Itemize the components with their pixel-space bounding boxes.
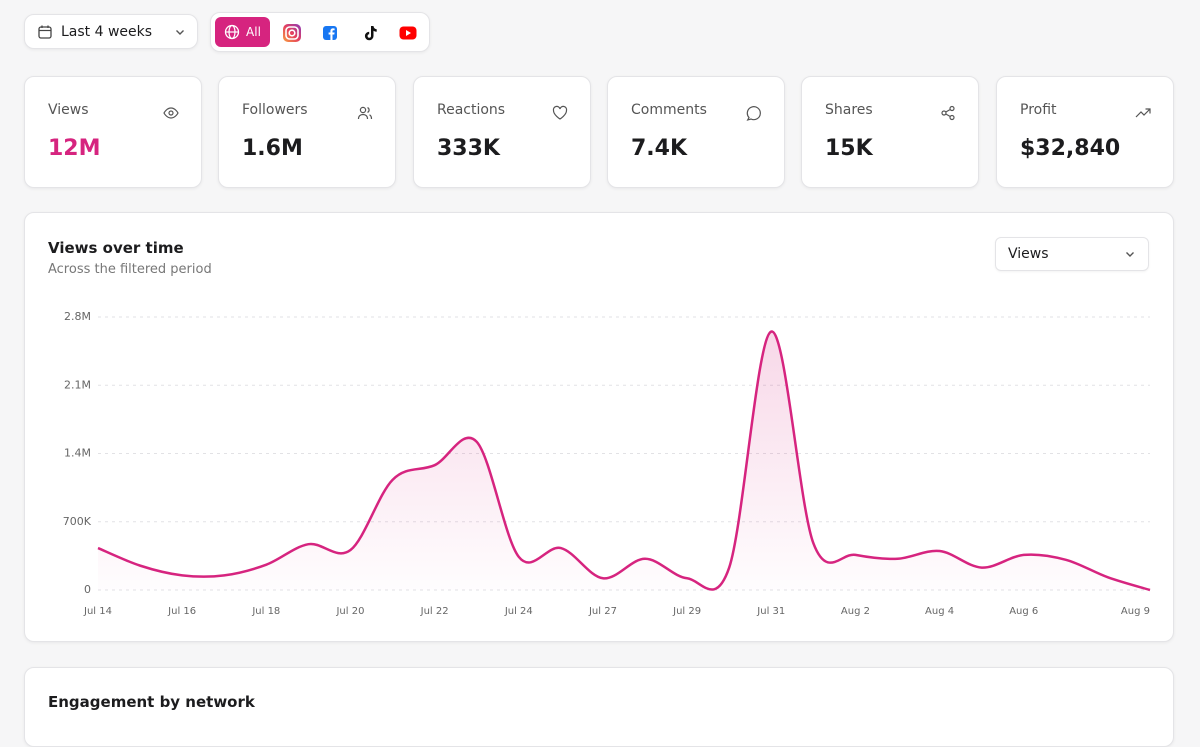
- stat-label: Reactions: [437, 102, 506, 118]
- stat-card: Followers 1.6M: [218, 76, 396, 188]
- trend-icon: [1135, 108, 1151, 118]
- comment-icon: [746, 106, 761, 121]
- date-range-label: Last 4 weeks: [61, 23, 153, 40]
- filter-all[interactable]: All: [215, 17, 270, 47]
- chart: 0 700K 1.4M 2.1M 2.8M Jul 14 Jul 16 Jul 18 Jul 2…: [63, 310, 1151, 617]
- chart-title: Views over time: [48, 239, 184, 257]
- y-tick-label: 700K: [63, 515, 92, 528]
- x-tick-label: Jul 31: [756, 606, 785, 617]
- stat-card: Views 12M: [24, 76, 202, 188]
- globe-icon: [224, 24, 240, 40]
- stat-value: 7.4K: [631, 136, 688, 161]
- calendar-icon: [38, 25, 52, 39]
- metric-select[interactable]: Views: [995, 237, 1149, 271]
- stat-card: Reactions 333K: [413, 76, 591, 188]
- x-tick-label: Jul 24: [504, 606, 533, 617]
- x-tick-label: Jul 18: [251, 606, 280, 617]
- card-title: Engagement by network: [48, 693, 255, 711]
- x-tick-label: Aug 9: [1121, 606, 1150, 617]
- eye-icon: [163, 107, 179, 119]
- instagram-filter[interactable]: [282, 23, 302, 43]
- stat-label: Followers: [242, 102, 308, 118]
- users-icon: [357, 106, 373, 120]
- x-tick-label: Aug 6: [1009, 606, 1038, 617]
- x-tick-label: Jul 16: [167, 606, 196, 617]
- stat-label: Shares: [825, 102, 873, 118]
- stat-value: 333K: [437, 136, 500, 161]
- stat-label: Comments: [631, 102, 707, 118]
- heart-icon: [552, 105, 568, 120]
- chevron: [176, 29, 185, 35]
- y-tick-label: 2.8M: [64, 310, 91, 323]
- stat-value: 15K: [825, 136, 873, 161]
- stat-value: 1.6M: [242, 136, 303, 161]
- stat-card: Profit $32,840: [996, 76, 1174, 188]
- x-tick-label: Jul 22: [420, 606, 449, 617]
- stat-label: Views: [48, 102, 89, 118]
- page: Last 4 weeks All Views 12M Followers 1.6…: [24, 12, 1174, 747]
- x-tick-label: Aug 2: [841, 606, 870, 617]
- x-tick-label: Aug 4: [925, 606, 954, 617]
- network-filter: All: [210, 12, 430, 52]
- stat-card: Shares 15K: [801, 76, 979, 188]
- x-tick-label: Jul 14: [83, 606, 112, 617]
- y-tick-label: 0: [84, 583, 91, 596]
- date-range-select[interactable]: Last 4 weeks: [24, 14, 198, 49]
- y-tick-label: 1.4M: [64, 447, 91, 460]
- stat-value: 12M: [48, 136, 101, 161]
- line: [97, 330, 1151, 592]
- tiktok-filter[interactable]: [361, 24, 379, 42]
- facebook-filter[interactable]: [322, 25, 338, 41]
- share-icon: [941, 105, 955, 121]
- stat-value: $32,840: [1020, 136, 1121, 161]
- chevron: [1126, 252, 1134, 257]
- filter-all-label: All: [246, 25, 261, 39]
- x-tick-label: Jul 27: [588, 606, 617, 617]
- youtube-filter[interactable]: [399, 26, 417, 40]
- stat-card: Comments 7.4K: [607, 76, 785, 188]
- y-tick-label: 2.1M: [64, 378, 91, 391]
- engagement-card: Engagement by network: [24, 667, 1174, 747]
- chart-subtitle: Across the filtered period: [48, 262, 212, 277]
- area: [98, 331, 1150, 590]
- stat-label: Profit: [1020, 102, 1057, 118]
- x-tick-label: Jul 20: [335, 606, 364, 617]
- x-tick-label: Jul 29: [672, 606, 701, 617]
- metric-label: Views: [1008, 246, 1049, 262]
